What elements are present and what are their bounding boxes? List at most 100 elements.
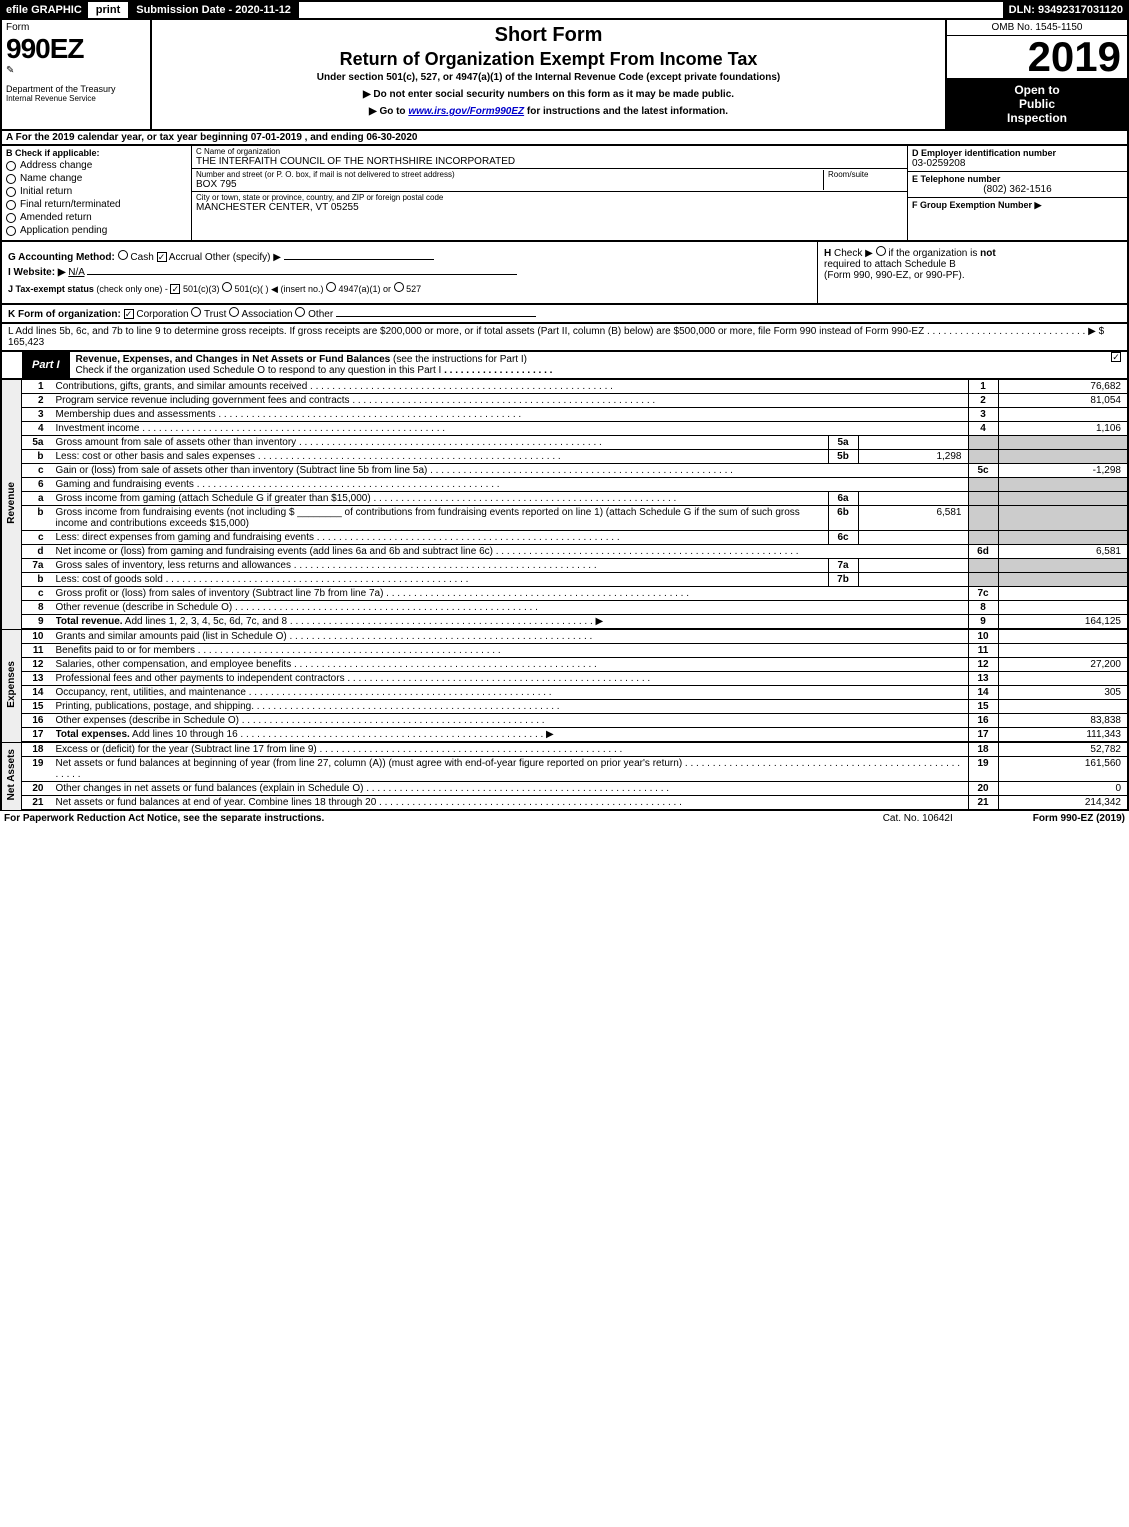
period-label-a: A For the 2019 calendar year, or tax yea… — [6, 132, 251, 143]
open-line-2: Public — [949, 97, 1125, 111]
right-line-value: 111,343 — [998, 728, 1128, 743]
chk-corporation[interactable] — [124, 309, 134, 319]
chk-trust[interactable] — [191, 307, 201, 317]
chk-cash[interactable] — [118, 250, 128, 260]
line-desc: Gaming and fundraising events . . . . . … — [52, 478, 829, 492]
chk-501c[interactable] — [222, 282, 232, 292]
right-line-number: 7c — [968, 587, 998, 601]
box-b: B Check if applicable: Address change Na… — [2, 146, 192, 240]
right-line-value: 214,342 — [998, 796, 1128, 811]
line-number: b — [22, 450, 52, 464]
chk-accrual[interactable] — [157, 252, 167, 262]
street-value: BOX 795 — [196, 179, 823, 190]
line-g: G Accounting Method: Cash Accrual Other … — [8, 250, 811, 263]
header-center: Short Form Return of Organization Exempt… — [152, 20, 947, 129]
mid-line-value: 6,581 — [858, 506, 968, 531]
mid-line-number: 7a — [828, 559, 858, 573]
right-line-value: 52,782 — [998, 743, 1128, 757]
chk-other-org[interactable] — [295, 307, 305, 317]
side-netassets: Net Assets — [1, 743, 22, 810]
box-e: E Telephone number (802) 362-1516 — [908, 172, 1127, 198]
line-desc: Gross income from fundraising events (no… — [52, 506, 829, 531]
line-number: 5a — [22, 436, 52, 450]
chk-amended-return[interactable]: Amended return — [6, 212, 187, 223]
right-line-number — [968, 492, 998, 506]
line-19: 19Net assets or fund balances at beginni… — [1, 757, 1128, 782]
chk-name-change[interactable]: Name change — [6, 173, 187, 184]
irs-label: Internal Revenue Service — [6, 94, 146, 103]
line-desc: Gross income from gaming (attach Schedul… — [52, 492, 829, 506]
part-i-checkbox[interactable] — [1105, 352, 1127, 378]
website-value: N/A — [68, 267, 84, 278]
other-org-input[interactable] — [336, 316, 536, 317]
chk-association[interactable] — [229, 307, 239, 317]
street-row: Number and street (or P. O. box, if mail… — [192, 169, 907, 192]
line-3: 3Membership dues and assessments . . . .… — [1, 408, 1128, 422]
line-number: 20 — [22, 782, 52, 796]
line-l: L Add lines 5b, 6c, and 7b to line 9 to … — [0, 324, 1129, 352]
right-line-number: 10 — [968, 630, 998, 644]
mid-line-value — [858, 573, 968, 587]
footer-left: For Paperwork Reduction Act Notice, see … — [4, 813, 324, 824]
line-number: b — [22, 506, 52, 531]
line-b: bGross income from fundraising events (n… — [1, 506, 1128, 531]
submission-date: Submission Date - 2020-11-12 — [128, 2, 299, 18]
chk-501c3[interactable] — [170, 284, 180, 294]
line-number: 18 — [22, 743, 52, 757]
chk-final-return[interactable]: Final return/terminated — [6, 199, 187, 210]
right-line-number: 1 — [968, 380, 998, 394]
line-desc: Net income or (loss) from gaming and fun… — [52, 545, 969, 559]
line-15: 15Printing, publications, postage, and s… — [1, 700, 1128, 714]
right-line-value — [998, 601, 1128, 615]
right-line-value: 0 — [998, 782, 1128, 796]
open-line-1: Open to — [949, 83, 1125, 97]
street-label: Number and street (or P. O. box, if mail… — [196, 170, 823, 179]
irs-link[interactable]: www.irs.gov/Form990EZ — [408, 106, 524, 117]
chk-initial-return[interactable]: Initial return — [6, 186, 187, 197]
chk-address-change[interactable]: Address change — [6, 160, 187, 171]
line-c: cGain or (loss) from sale of assets othe… — [1, 464, 1128, 478]
right-line-value: 161,560 — [998, 757, 1128, 782]
line-number: 15 — [22, 700, 52, 714]
line-5a: 5aGross amount from sale of assets other… — [1, 436, 1128, 450]
form-header: Form 990EZ ✎ Department of the Treasury … — [0, 20, 1129, 131]
mid-line-value — [858, 492, 968, 506]
line-desc: Other changes in net assets or fund bala… — [52, 782, 969, 796]
line-desc: Investment income . . . . . . . . . . . … — [52, 422, 969, 436]
mid-line-value: 1,298 — [858, 450, 968, 464]
line-i: I Website: ▶ N/A — [8, 267, 811, 278]
line-number: 8 — [22, 601, 52, 615]
line-desc: Salaries, other compensation, and employ… — [52, 658, 969, 672]
chk-4947[interactable] — [326, 282, 336, 292]
print-label[interactable]: print — [88, 2, 128, 18]
right-line-number — [968, 478, 998, 492]
line-number: b — [22, 573, 52, 587]
line-4: 4Investment income . . . . . . . . . . .… — [1, 422, 1128, 436]
chk-schedule-b[interactable] — [876, 246, 886, 256]
right-line-value — [998, 644, 1128, 658]
chk-application-pending[interactable]: Application pending — [6, 225, 187, 236]
line-desc: Membership dues and assessments . . . . … — [52, 408, 969, 422]
ein-label: D Employer identification number — [912, 148, 1123, 158]
right-line-value: 81,054 — [998, 394, 1128, 408]
website-underline — [87, 274, 517, 275]
line-desc: Gain or (loss) from sale of assets other… — [52, 464, 969, 478]
box-d: D Employer identification number 03-0259… — [908, 146, 1127, 172]
footer-cat: Cat. No. 10642I — [883, 813, 953, 824]
line-number: 9 — [22, 615, 52, 630]
other-specify-input[interactable] — [284, 259, 434, 260]
right-line-number — [968, 506, 998, 531]
right-line-value — [998, 436, 1128, 450]
right-line-number: 21 — [968, 796, 998, 811]
dept-label: Department of the Treasury — [6, 84, 146, 94]
line-desc: Other revenue (describe in Schedule O) .… — [52, 601, 969, 615]
line-21: 21Net assets or fund balances at end of … — [1, 796, 1128, 811]
room-label: Room/suite — [828, 170, 903, 179]
mid-line-value — [858, 436, 968, 450]
period-end: 06-30-2020 — [366, 132, 417, 143]
line-desc: Excess or (deficit) for the year (Subtra… — [52, 743, 969, 757]
org-name-row: C Name of organization THE INTERFAITH CO… — [192, 146, 907, 169]
chk-527[interactable] — [394, 282, 404, 292]
right-line-value — [998, 408, 1128, 422]
line-13: 13Professional fees and other payments t… — [1, 672, 1128, 686]
